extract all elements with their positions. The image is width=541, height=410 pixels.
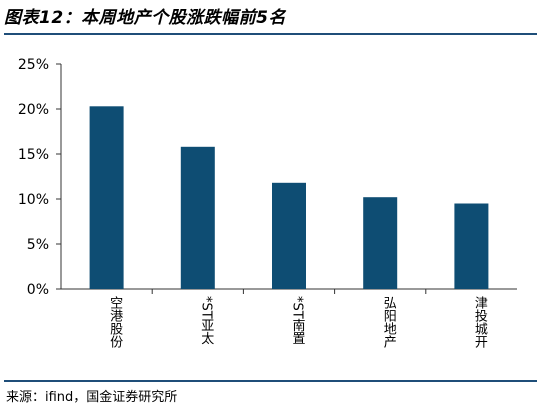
chart-title: 图表12：本周地产个股涨跌幅前5名 bbox=[4, 8, 286, 28]
footer-divider bbox=[4, 380, 537, 382]
bar bbox=[454, 203, 489, 289]
category-label: 弘阳地产 bbox=[381, 296, 397, 349]
bar bbox=[180, 146, 215, 289]
bar bbox=[272, 182, 306, 289]
category-label: 津投城开 bbox=[472, 296, 488, 348]
y-tick-label: 25% bbox=[18, 57, 49, 73]
y-tick-label: 20% bbox=[18, 102, 49, 118]
y-tick-label: 15% bbox=[18, 147, 49, 163]
y-tick-label: 0% bbox=[27, 282, 49, 298]
bar-chart: 0% 5% 10% 15% 20% 25% 空港股份 *ST亚太 *ST南置 弘阳地产 津投城开 bbox=[18, 57, 517, 349]
bar bbox=[89, 106, 124, 289]
category-label: *ST亚太 bbox=[198, 296, 214, 345]
source-note: 来源：ifind，国金证券研究所 bbox=[6, 390, 178, 405]
bar bbox=[363, 197, 398, 289]
category-label: *ST南置 bbox=[290, 296, 306, 345]
category-label: 空港股份 bbox=[107, 296, 123, 348]
y-tick-label: 10% bbox=[18, 192, 49, 208]
y-tick-label: 5% bbox=[27, 237, 49, 253]
title-divider bbox=[4, 33, 537, 35]
